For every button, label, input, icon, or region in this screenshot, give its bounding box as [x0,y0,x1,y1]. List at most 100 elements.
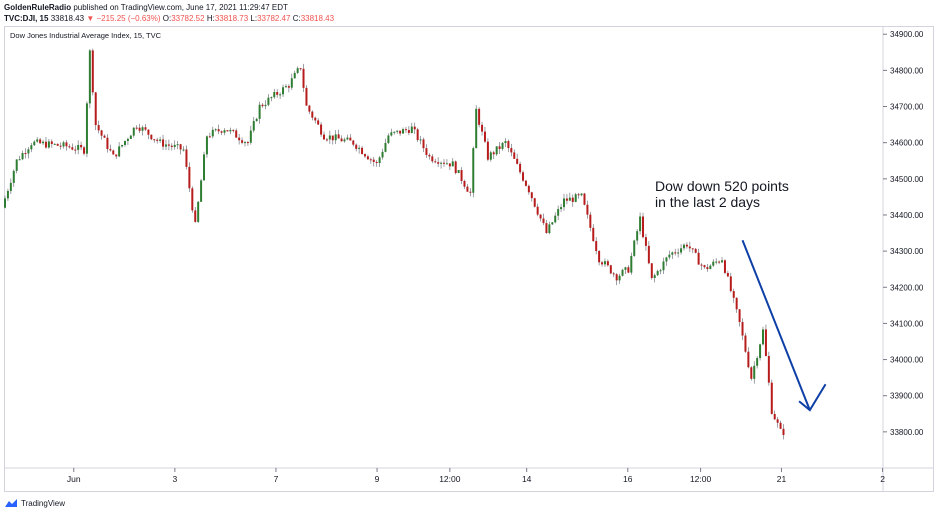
candle-up [721,260,724,263]
candle-down [115,154,118,157]
open-value: 33782.52 [171,14,205,23]
candle-up [624,267,627,270]
publish-line: GoldenRuleRadio published on TradingView… [4,2,924,13]
candle-down [226,130,229,132]
candle-down [510,148,513,153]
candle-up [682,244,685,249]
candle-down [407,130,410,133]
candle-down [302,68,305,88]
candle-up [15,159,18,171]
candle-down [513,152,516,159]
candle-up [346,137,349,140]
candle-up [126,138,129,141]
candle-up [197,201,200,222]
high-label: H: [206,14,215,23]
close-value: 33818.43 [300,14,335,23]
candle-up [214,129,217,131]
candle-down [238,137,241,141]
y-tick-label: 33800.00 [890,428,924,437]
candle-up [603,261,606,265]
footer: TradingView [4,496,65,510]
candle-down [706,267,709,270]
candle-down [530,192,533,199]
y-tick-label: 34900.00 [890,30,924,39]
candle-down [340,138,343,142]
candle-down [744,335,747,352]
candle-down [80,144,83,148]
candle-down [261,104,264,107]
candle-down [167,144,170,146]
candle-down [434,161,437,163]
chart-header: GoldenRuleRadio published on TradingView… [4,2,924,24]
candle-up [62,142,65,147]
candle-down [179,144,182,150]
candle-up [164,144,167,147]
candle-down [194,210,197,222]
footer-brand[interactable]: TradingView [21,498,66,508]
candle-up [390,132,393,136]
candle-up [118,146,121,157]
candle-down [776,419,779,423]
candle-down [191,188,194,211]
candle-up [636,231,639,241]
candle-down [404,129,407,131]
candle-up [668,254,671,258]
candle-up [709,265,712,270]
candle-down [416,129,419,141]
candle-up [562,198,565,208]
candle-up [293,72,296,79]
candle-down [97,125,100,131]
candle-up [381,151,384,158]
x-tick-label: 12:00 [439,474,461,484]
annotation-line-2: in the last 2 days [655,194,760,210]
candle-down [469,191,472,193]
candle-up [419,139,422,141]
candle-up [551,222,554,225]
candle-down [478,108,481,125]
candle-up [141,127,144,131]
candle-up [633,240,636,256]
chart-title: Dow Jones Industrial Average Index, 15, … [10,31,162,40]
symbol-label[interactable]: TVC:DJI, 15 [4,14,49,23]
candle-up [410,126,413,133]
candle-up [21,153,24,160]
candle-down [83,147,86,154]
candle-down [276,92,279,95]
candle-down [519,163,522,173]
candle-down [320,124,323,135]
y-tick-label: 34700.00 [890,103,924,112]
candle-down [536,206,539,215]
chart-frame[interactable] [4,26,934,492]
candle-up [656,271,659,276]
candle-down [363,154,366,157]
candle-up [440,162,443,164]
candle-down [764,329,767,357]
axes-layer: 34900.00 34800.00 34700.00 34600.00 34500.00… [4,27,934,492]
y-tick-label: 34200.00 [890,283,924,292]
published-text: published on TradingView.com, June 17, 2… [73,3,288,12]
candle-up [504,141,507,144]
candle-up [756,358,759,366]
candle-up [574,194,577,202]
candle-down [323,134,326,140]
candle-down [305,87,308,106]
candle-up [451,161,454,167]
publisher-name[interactable]: GoldenRuleRadio [4,3,72,12]
y-tick-label: 34500.00 [890,175,924,184]
candle-down [674,252,677,254]
candle-down [507,141,510,149]
candle-down [688,246,691,249]
candle-up [36,139,39,142]
candle-down [156,139,159,141]
candle-down [375,161,378,163]
candle-down [425,148,428,155]
candle-up [759,344,762,359]
candle-down [287,86,290,88]
candle-down [577,194,580,196]
candle-down [369,159,372,161]
candle-down [697,252,700,265]
candle-down [39,139,42,144]
candle-down [516,158,519,164]
